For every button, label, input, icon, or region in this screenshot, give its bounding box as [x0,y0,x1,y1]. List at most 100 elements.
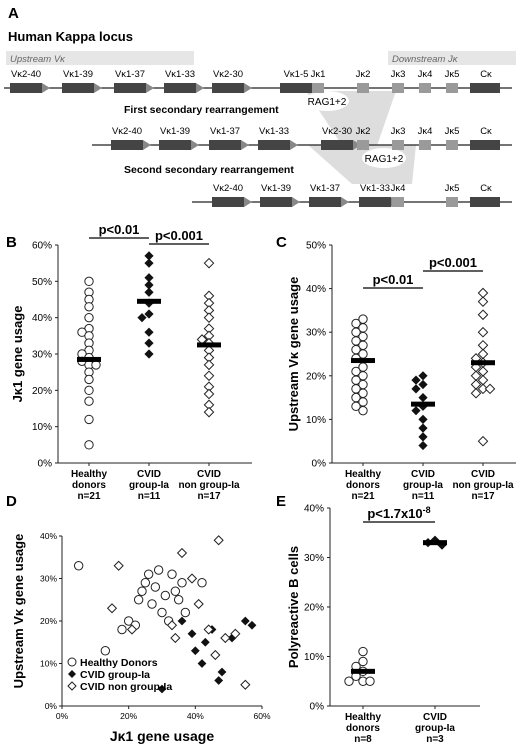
category-label-cvid-group-ia: CVID [423,712,447,723]
y-tick-label: 30% [32,350,52,361]
y-tick-label: 40% [32,313,52,324]
rag-bubble-second [362,148,406,168]
data-point-cvid-non-group-ia [477,435,489,447]
data-point-healthy-donors [351,401,361,412]
gene-segment-v-1-33 [359,197,391,207]
gene-segment-v-2-30-rss [244,83,252,93]
gene-label-j-2: Jκ2 [356,126,371,137]
category-label-cvid-non-group-ia-line2: non group-Ia [452,480,514,491]
panel-a-locus-diagram: A Human Kappa locus Upstream Vκ Downstre… [4,5,516,207]
data-point-cvid-non-group-ia [477,296,489,307]
gene-segment-j-2 [357,83,369,93]
gene-label-v-2-40: Vκ2-40 [213,183,243,194]
legend-marker-cvid-group-ia [68,670,76,678]
gene-label-j-3: Jκ3 [391,126,406,137]
significance-label: p<0.01 [373,272,414,287]
data-point-cvid-non-group-ia [240,679,251,690]
data-point-healthy-donors [84,440,94,450]
data-point-healthy-donors [157,607,167,618]
data-point-healthy-donors [140,578,151,588]
gene-label-c: Cκ [480,126,492,137]
data-point-cvid-group-ia [197,659,207,668]
data-point-cvid-non-group-ia [203,370,215,382]
locus-row-first-rearranged: Vκ2-40 Vκ1-39 Vκ1-37 Vκ1-33 Vκ2-30 Jκ2 Jκ3 Jκ4 J… [92,126,512,150]
category-n-healthy-donors: n=8 [354,734,372,745]
downstream-region-bar [388,51,516,65]
gene-label-j-2: Jκ2 [356,69,371,80]
data-point-healthy-donors [180,607,191,618]
data-point-cvid-non-group-ia [170,632,181,644]
gene-segment-v-2-30 [212,83,244,93]
locus-row-second-rearranged: Vκ2-40 Vκ1-39 Vκ1-37 Vκ1-33 Jκ4 Jκ5 Cκ [192,183,512,207]
data-point-healthy-donors [84,414,94,425]
data-point-cvid-non-group-ia [484,383,496,395]
y-tick-label: 10% [306,415,326,426]
y-tick-label: 40% [306,284,326,295]
gene-segment-j-5 [446,83,458,93]
rag-bubble-first [305,91,349,111]
data-point-cvid-group-ia [177,616,187,626]
y-tick-label: 10% [40,659,57,669]
category-label-cvid-group-ia: CVID [411,469,435,480]
data-point-healthy-donors [167,569,177,579]
mean-bar-cvid-non-group-ia [197,342,221,348]
gene-label-j-5: Jκ5 [445,183,460,194]
data-point-healthy-donors [177,578,187,588]
data-point-cvid-group-ia [418,393,428,403]
gene-segment-c [470,83,500,93]
data-point-cvid-non-group-ia [203,359,215,371]
first-rearrangement-label: First secondary rearrangement [124,104,279,116]
mean-bar-cvid-group-ia [411,401,435,407]
gene-segment-v-1-39-rss [292,197,300,207]
data-point-cvid-non-group-ia [213,535,224,546]
gene-segment-j-2 [357,140,369,150]
gene-segment-v-1-37-rss [241,140,249,150]
data-point-cvid-non-group-ia [193,598,204,610]
gene-label-v-2-30: Vκ2-30 [322,126,352,137]
gene-label-j-4: Jκ4 [391,183,406,194]
y-axis-label: Jκ1 gene usage [10,306,25,403]
y-tick-label: 50% [306,241,326,252]
x-axis-label: Jκ1 gene usage [110,728,215,744]
y-tick-label: 20% [304,603,324,614]
y-tick-label: 30% [304,553,324,564]
gene-segment-j-3 [392,140,404,150]
y-tick-label: 0% [45,701,58,711]
data-point-cvid-group-ia [214,676,224,685]
gene-label-v-1-5: Vκ1-5 [284,69,309,80]
gene-segment-c [470,197,500,207]
gene-label-j-1: Jκ1 [311,69,326,80]
mean-bar-cvid-non-group-ia [471,360,495,366]
panel-letter-b: B [6,234,17,251]
y-tick-label: 30% [306,328,326,339]
category-label-cvid-group-ia: CVID [137,469,161,480]
gene-label-j-4: Jκ4 [418,69,433,80]
data-point-cvid-group-ia [137,313,147,323]
category-label-healthy-donors-line2: donors [346,723,380,734]
data-point-cvid-group-ia [200,637,210,647]
significance-label: p<0.001 [429,255,477,270]
data-point-cvid-non-group-ia [203,624,214,635]
gene-segment-v-1-39 [62,83,94,93]
legend-label-cvid-group-ia: CVID group-Ia [80,669,150,681]
gene-segment-j-5 [446,197,458,207]
data-point-cvid-group-ia [240,616,250,626]
gene-label-v-1-39: Vκ1-39 [160,126,190,137]
data-point-cvid-group-ia [144,309,154,319]
gene-segment-v-1-33 [258,140,290,150]
data-point-healthy-donors [365,676,375,686]
mean-bar-healthy-donors [351,358,375,364]
data-point-healthy-donors [117,624,127,635]
data-point-cvid-group-ia [144,258,154,268]
data-point-cvid-non-group-ia [477,287,489,299]
data-point-healthy-donors [84,396,94,406]
gene-segment-v-2-40 [111,140,143,150]
y-tick-label: 20% [306,371,326,382]
legend-marker-cvid-non-group-ia [67,681,77,691]
gene-label-v-1-37: Vκ1-37 [310,183,340,194]
category-label-cvid-non-group-ia-line2: non group-Ia [178,480,240,491]
gene-segment-j-5 [446,140,458,150]
gene-label-v-1-33: Vκ1-33 [259,126,289,137]
data-point-healthy-donors [84,276,94,287]
locus-row-germline: Vκ2-40 Vκ1-39 Vκ1-37 Vκ1-33 Vκ2-30 Vκ1-5 Jκ1 Jκ… [4,69,512,93]
